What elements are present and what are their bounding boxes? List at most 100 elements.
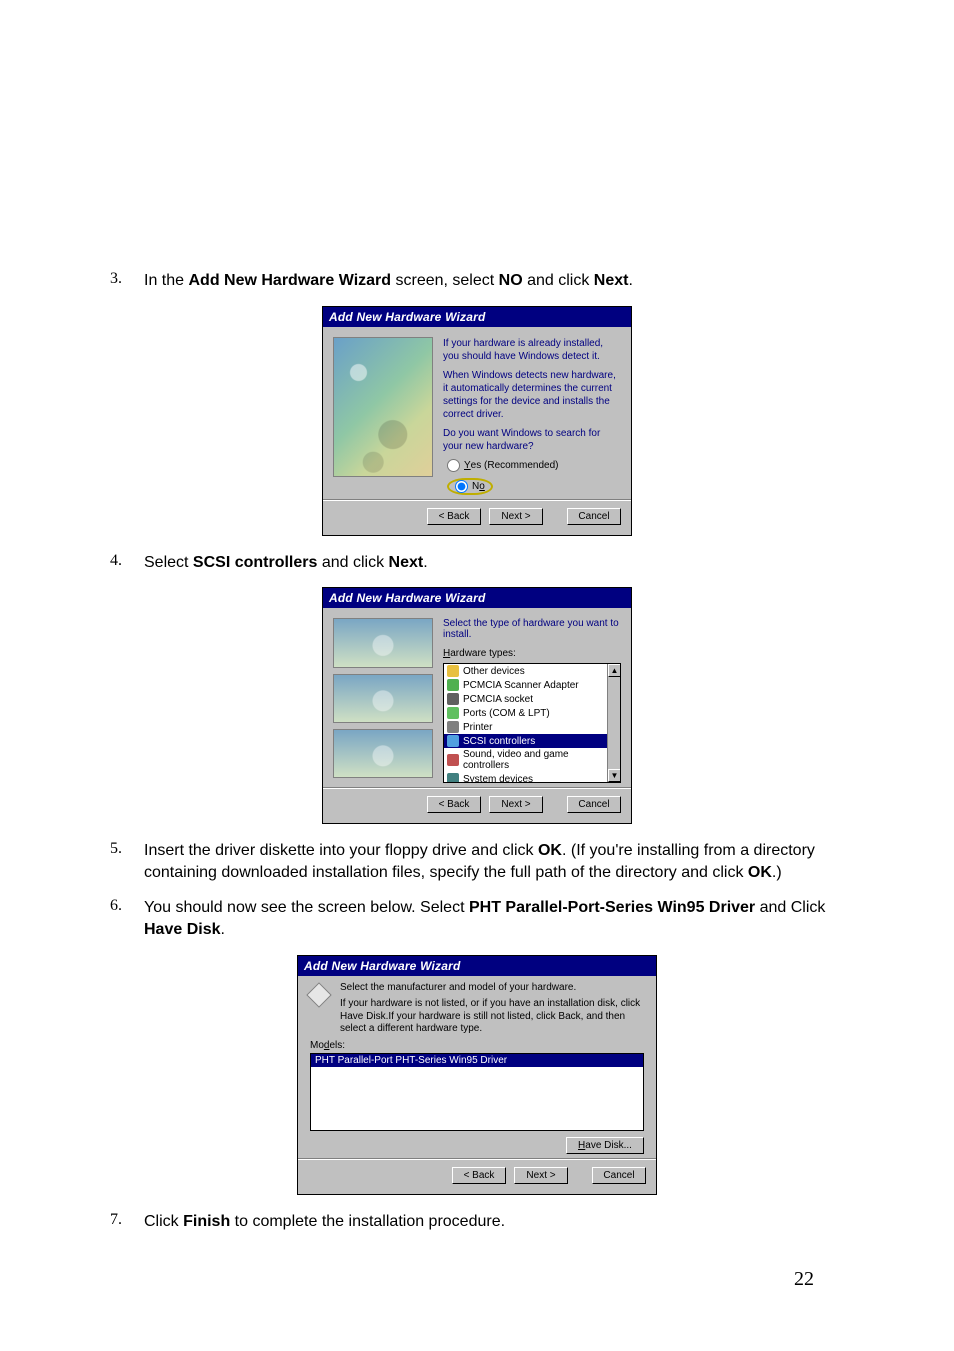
list-item[interactable]: Other devices bbox=[444, 664, 620, 678]
wizard-sidebar-graphic bbox=[333, 337, 433, 477]
step-4-body: Select SCSI controllers and click Next. bbox=[144, 552, 844, 574]
text: Next bbox=[594, 272, 629, 289]
cancel-button[interactable]: Cancel bbox=[567, 508, 621, 525]
device-icon bbox=[447, 773, 459, 783]
radio-no-highlighted[interactable]: No bbox=[447, 478, 621, 495]
text: You should now see the screen below. Sel… bbox=[144, 899, 469, 916]
button-row: < Back Next > Cancel bbox=[323, 787, 631, 823]
list-item[interactable]: Ports (COM & LPT) bbox=[444, 706, 620, 720]
dialog-heading: Select the type of hardware you want to … bbox=[443, 618, 621, 640]
list-item[interactable]: SCSI controllers bbox=[444, 734, 620, 748]
text: Next bbox=[389, 554, 424, 571]
listbox-label: Hardware types: bbox=[443, 648, 621, 659]
text: . bbox=[423, 554, 427, 571]
step-6: You should now see the screen below. Sel… bbox=[110, 897, 844, 940]
radio-label: N bbox=[472, 481, 479, 492]
list-item-label: Sound, video and game controllers bbox=[463, 749, 617, 771]
device-icon bbox=[447, 754, 459, 766]
step-3: In the Add New Hardware Wizard screen, s… bbox=[110, 270, 844, 292]
text: to complete the installation procedure. bbox=[230, 1213, 505, 1230]
text: . bbox=[628, 272, 632, 289]
cancel-button[interactable]: Cancel bbox=[592, 1167, 646, 1184]
list-item-label: PCMCIA socket bbox=[463, 694, 533, 705]
list-item[interactable]: System devices bbox=[444, 772, 620, 783]
list-item[interactable]: PCMCIA socket bbox=[444, 692, 620, 706]
device-icon bbox=[447, 707, 459, 719]
cancel-button[interactable]: Cancel bbox=[567, 796, 621, 813]
step-7: Click Finish to complete the installatio… bbox=[110, 1211, 844, 1233]
text: Have Disk bbox=[144, 921, 221, 938]
dialog-text: When Windows detects new hardware, it au… bbox=[443, 369, 621, 421]
list-item[interactable]: Sound, video and game controllers bbox=[444, 748, 620, 772]
dialog-text: If your hardware is already installed, y… bbox=[443, 337, 621, 363]
list-item-label: PCMCIA Scanner Adapter bbox=[463, 680, 579, 691]
text: Select bbox=[144, 554, 193, 571]
radio-label: Y bbox=[464, 460, 471, 471]
text: and click bbox=[523, 272, 594, 289]
list-item[interactable]: Printer bbox=[444, 720, 620, 734]
radio-label: es (Recommended) bbox=[471, 460, 559, 471]
models-label: Models: bbox=[298, 1036, 656, 1051]
text: PHT Parallel-Port-Series Win95 Driver bbox=[469, 899, 755, 916]
button-row: < Back Next > Cancel bbox=[323, 499, 631, 535]
text: Finish bbox=[183, 1213, 230, 1230]
text: SCSI controllers bbox=[193, 554, 317, 571]
list-item[interactable]: PCMCIA Scanner Adapter bbox=[444, 678, 620, 692]
radio-label: o bbox=[479, 481, 485, 492]
dialog-text: If your hardware is not listed, or if yo… bbox=[340, 998, 646, 1036]
figure-3-wrap: Add New Hardware Wizard Select the manuf… bbox=[110, 955, 844, 1195]
next-button[interactable]: Next > bbox=[489, 796, 543, 813]
device-icon bbox=[447, 665, 459, 677]
have-disk-button[interactable]: Have Disk... bbox=[566, 1137, 644, 1154]
wizard-dialog-3: Add New Hardware Wizard Select the manuf… bbox=[297, 955, 657, 1195]
dialog-top: Select the manufacturer and model of you… bbox=[298, 976, 656, 1036]
text: Insert the driver diskette into your flo… bbox=[144, 842, 538, 859]
dialog-text-area: If your hardware is already installed, y… bbox=[443, 337, 621, 495]
dialog-text-area: Select the manufacturer and model of you… bbox=[340, 982, 646, 1036]
back-button[interactable]: < Back bbox=[427, 796, 481, 813]
hardware-types-listbox[interactable]: Other devices PCMCIA Scanner Adapter PCMCI… bbox=[443, 663, 621, 783]
models-listbox[interactable]: PHT Parallel-Port PHT-Series Win95 Drive… bbox=[310, 1053, 644, 1131]
list-item-label: Printer bbox=[463, 722, 492, 733]
step-4: Select SCSI controllers and click Next. bbox=[110, 552, 844, 574]
device-icon bbox=[447, 679, 459, 691]
titlebar: Add New Hardware Wizard bbox=[298, 956, 656, 976]
radio-yes[interactable]: Yes (Recommended) bbox=[447, 459, 621, 472]
instruction-list: In the Add New Hardware Wizard screen, s… bbox=[110, 270, 844, 292]
text: OK bbox=[748, 864, 772, 881]
scroll-up-icon[interactable]: ▲ bbox=[608, 664, 621, 677]
text: Add New Hardware Wizard bbox=[188, 272, 391, 289]
listbox-items: Other devices PCMCIA Scanner Adapter PCMCI… bbox=[444, 664, 620, 783]
text: and click bbox=[317, 554, 388, 571]
text: screen, select bbox=[391, 272, 499, 289]
titlebar: Add New Hardware Wizard bbox=[323, 588, 631, 608]
radio-input[interactable] bbox=[455, 480, 468, 493]
text: . bbox=[221, 921, 225, 938]
highlight-oval-icon: No bbox=[447, 478, 493, 495]
back-button[interactable]: < Back bbox=[452, 1167, 506, 1184]
device-icon bbox=[447, 735, 459, 747]
wizard-sidebar-graphic bbox=[333, 618, 433, 778]
titlebar: Add New Hardware Wizard bbox=[323, 307, 631, 327]
step-5: Insert the driver diskette into your flo… bbox=[110, 840, 844, 883]
scroll-down-icon[interactable]: ▼ bbox=[608, 769, 621, 782]
text: NO bbox=[499, 272, 523, 289]
havedisk-row: Have Disk... bbox=[298, 1137, 656, 1158]
scrollbar[interactable]: ▲ ▼ bbox=[607, 664, 620, 782]
instruction-list: Click Finish to complete the installatio… bbox=[110, 1211, 844, 1233]
figure-1-wrap: Add New Hardware Wizard If your hardware… bbox=[110, 306, 844, 536]
list-item-label: System devices bbox=[463, 774, 533, 784]
figure-2-wrap: Add New Hardware Wizard Select the type … bbox=[110, 587, 844, 824]
next-button[interactable]: Next > bbox=[514, 1167, 568, 1184]
thumb-graphic-icon bbox=[333, 674, 433, 723]
radio-input[interactable] bbox=[447, 459, 460, 472]
dialog-text: Do you want Windows to search for your n… bbox=[443, 427, 621, 453]
list-item-label: Other devices bbox=[463, 666, 525, 677]
models-selected-item[interactable]: PHT Parallel-Port PHT-Series Win95 Drive… bbox=[311, 1054, 643, 1067]
back-button[interactable]: < Back bbox=[427, 508, 481, 525]
list-item-label: SCSI controllers bbox=[463, 736, 535, 747]
dialog-content: If your hardware is already installed, y… bbox=[323, 327, 631, 499]
next-button[interactable]: Next > bbox=[489, 508, 543, 525]
text: and Click bbox=[755, 899, 825, 916]
thumb-graphic-icon bbox=[333, 618, 433, 667]
